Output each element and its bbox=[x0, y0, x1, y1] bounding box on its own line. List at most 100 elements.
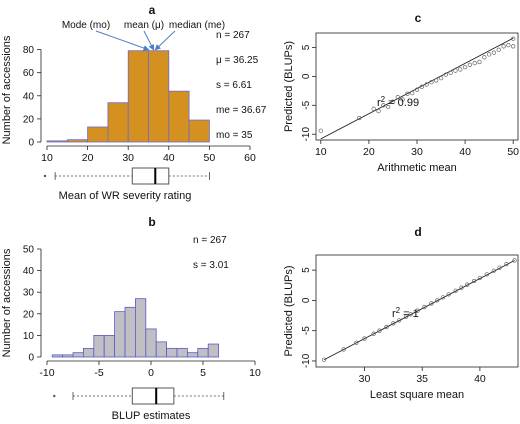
histogram-bar bbox=[93, 334, 105, 358]
scatter-point bbox=[400, 97, 405, 102]
scatter-point bbox=[429, 301, 434, 306]
scatter-point bbox=[453, 68, 458, 73]
histogram-bar bbox=[186, 352, 199, 358]
scatter-point bbox=[376, 108, 381, 114]
histogram-bar bbox=[124, 306, 136, 358]
histogram-bar bbox=[188, 119, 210, 143]
annotation-arrow bbox=[154, 30, 176, 51]
scatter-point bbox=[396, 318, 402, 323]
y-tick-label: 40 bbox=[23, 91, 35, 102]
panel-letter-c: c bbox=[415, 11, 422, 25]
scatter-point bbox=[434, 78, 439, 83]
scatter-point bbox=[414, 87, 420, 92]
scatter-point bbox=[458, 67, 463, 72]
x-axis-label: Mean of WR severity rating bbox=[59, 190, 192, 202]
y-tick-label: -5 bbox=[301, 100, 312, 109]
panel-letter-a: a bbox=[149, 3, 156, 17]
scatter-point bbox=[491, 50, 497, 55]
y-axis-label: Number of accessions bbox=[1, 248, 13, 357]
scatter-point bbox=[385, 104, 391, 110]
y-tick-label: 0 bbox=[301, 73, 312, 79]
fit-line bbox=[320, 37, 514, 140]
y-tick-label: 50 bbox=[23, 245, 35, 256]
scatter-panel-c: 10 20 30 40 50 -10 -5 0 5 Arithmetic mean Predicte… bbox=[283, 32, 519, 174]
x-tick-label: 20 bbox=[363, 146, 375, 158]
r-squared-base: r bbox=[392, 308, 396, 320]
scatter-point bbox=[482, 55, 487, 60]
scatter-point bbox=[321, 357, 327, 362]
histogram-bar bbox=[51, 354, 64, 358]
stat-annotation-label: median (me) bbox=[169, 20, 225, 31]
x-tick-label: 10 bbox=[315, 146, 327, 158]
histogram-bar bbox=[103, 334, 115, 358]
scatter-point bbox=[438, 75, 444, 81]
histogram-panel-b: -10 -5 0 5 10 0 10 20 30 40 50 Number of accessions… bbox=[1, 235, 261, 422]
y-tick-label: 40 bbox=[23, 266, 35, 277]
scatter-point bbox=[371, 331, 376, 336]
x-tick-label: -10 bbox=[39, 367, 54, 379]
histogram-bar bbox=[87, 126, 109, 143]
histogram-bar bbox=[148, 50, 170, 143]
histogram-bar bbox=[127, 50, 149, 143]
scatter-point bbox=[381, 103, 386, 108]
x-tick-label: 0 bbox=[148, 367, 154, 379]
y-axis-label: Predicted (BLUPs) bbox=[283, 41, 295, 132]
y-tick-label: 60 bbox=[23, 68, 35, 79]
scatter-point bbox=[496, 47, 501, 52]
x-tick-label: 35 bbox=[416, 373, 428, 385]
scatter-point bbox=[410, 91, 415, 96]
scatter-point bbox=[371, 106, 376, 111]
y-tick-label: 0 bbox=[301, 297, 312, 303]
boxplot-box bbox=[131, 167, 170, 185]
y-tick-label: 80 bbox=[23, 45, 35, 56]
y-tick-label: 0 bbox=[28, 138, 34, 149]
scatter-point bbox=[465, 282, 470, 287]
r-squared-value: = 0.99 bbox=[385, 97, 419, 109]
stat-label: s = 3.01 bbox=[193, 260, 229, 271]
y-axis-label: Predicted (BLUPs) bbox=[283, 265, 295, 356]
r-squared-annotation: r2 = 1 bbox=[392, 306, 419, 320]
scatter-point bbox=[448, 70, 453, 76]
histogram-bar bbox=[114, 311, 126, 358]
scatter-point bbox=[443, 72, 449, 77]
stat-label: n = 267 bbox=[193, 235, 227, 246]
scatter-point bbox=[384, 324, 389, 330]
scatter-point bbox=[422, 304, 427, 310]
y-tick-label: 0 bbox=[28, 353, 34, 364]
histogram-bar bbox=[166, 347, 178, 358]
scatter-point bbox=[477, 275, 483, 281]
scatter-point bbox=[419, 84, 424, 89]
scatter-point bbox=[424, 82, 429, 87]
histogram-bar bbox=[207, 343, 219, 358]
x-tick-label: 40 bbox=[459, 146, 471, 158]
r-squared-superscript: 2 bbox=[381, 95, 386, 104]
y-tick-label: -10 bbox=[301, 353, 312, 368]
scatter-point bbox=[429, 80, 434, 85]
x-tick-label: 30 bbox=[122, 152, 134, 164]
plot-frame bbox=[315, 254, 519, 368]
scatter-point bbox=[486, 52, 492, 57]
x-tick-label: 30 bbox=[359, 373, 371, 385]
histogram-bar bbox=[83, 347, 95, 358]
plot-frame bbox=[315, 32, 519, 141]
x-axis-label: Least square mean bbox=[370, 389, 464, 401]
scatter-point bbox=[405, 91, 410, 96]
y-axis-label: Number of accessions bbox=[1, 35, 13, 144]
histogram-bar bbox=[62, 354, 74, 358]
x-tick-label: 50 bbox=[507, 146, 519, 158]
scatter-point bbox=[354, 340, 359, 345]
stat-annotation-label: mean (μ) bbox=[124, 20, 164, 31]
scatter-point bbox=[446, 292, 451, 297]
x-tick-label: 30 bbox=[411, 146, 423, 158]
stat-label: me = 36.67 bbox=[216, 105, 267, 116]
histogram-bar bbox=[66, 139, 89, 143]
annotation-arrow bbox=[143, 30, 155, 51]
panel-letter-d: d bbox=[414, 225, 421, 239]
y-tick-label: -5 bbox=[301, 326, 312, 335]
histogram-bar bbox=[46, 140, 68, 143]
stat-annotation-label: Mode (mo) bbox=[62, 20, 110, 31]
scatter-point bbox=[506, 42, 511, 48]
scatter-point bbox=[440, 295, 446, 300]
histogram-bar bbox=[107, 102, 129, 143]
stat-label: mo = 35 bbox=[216, 130, 253, 141]
